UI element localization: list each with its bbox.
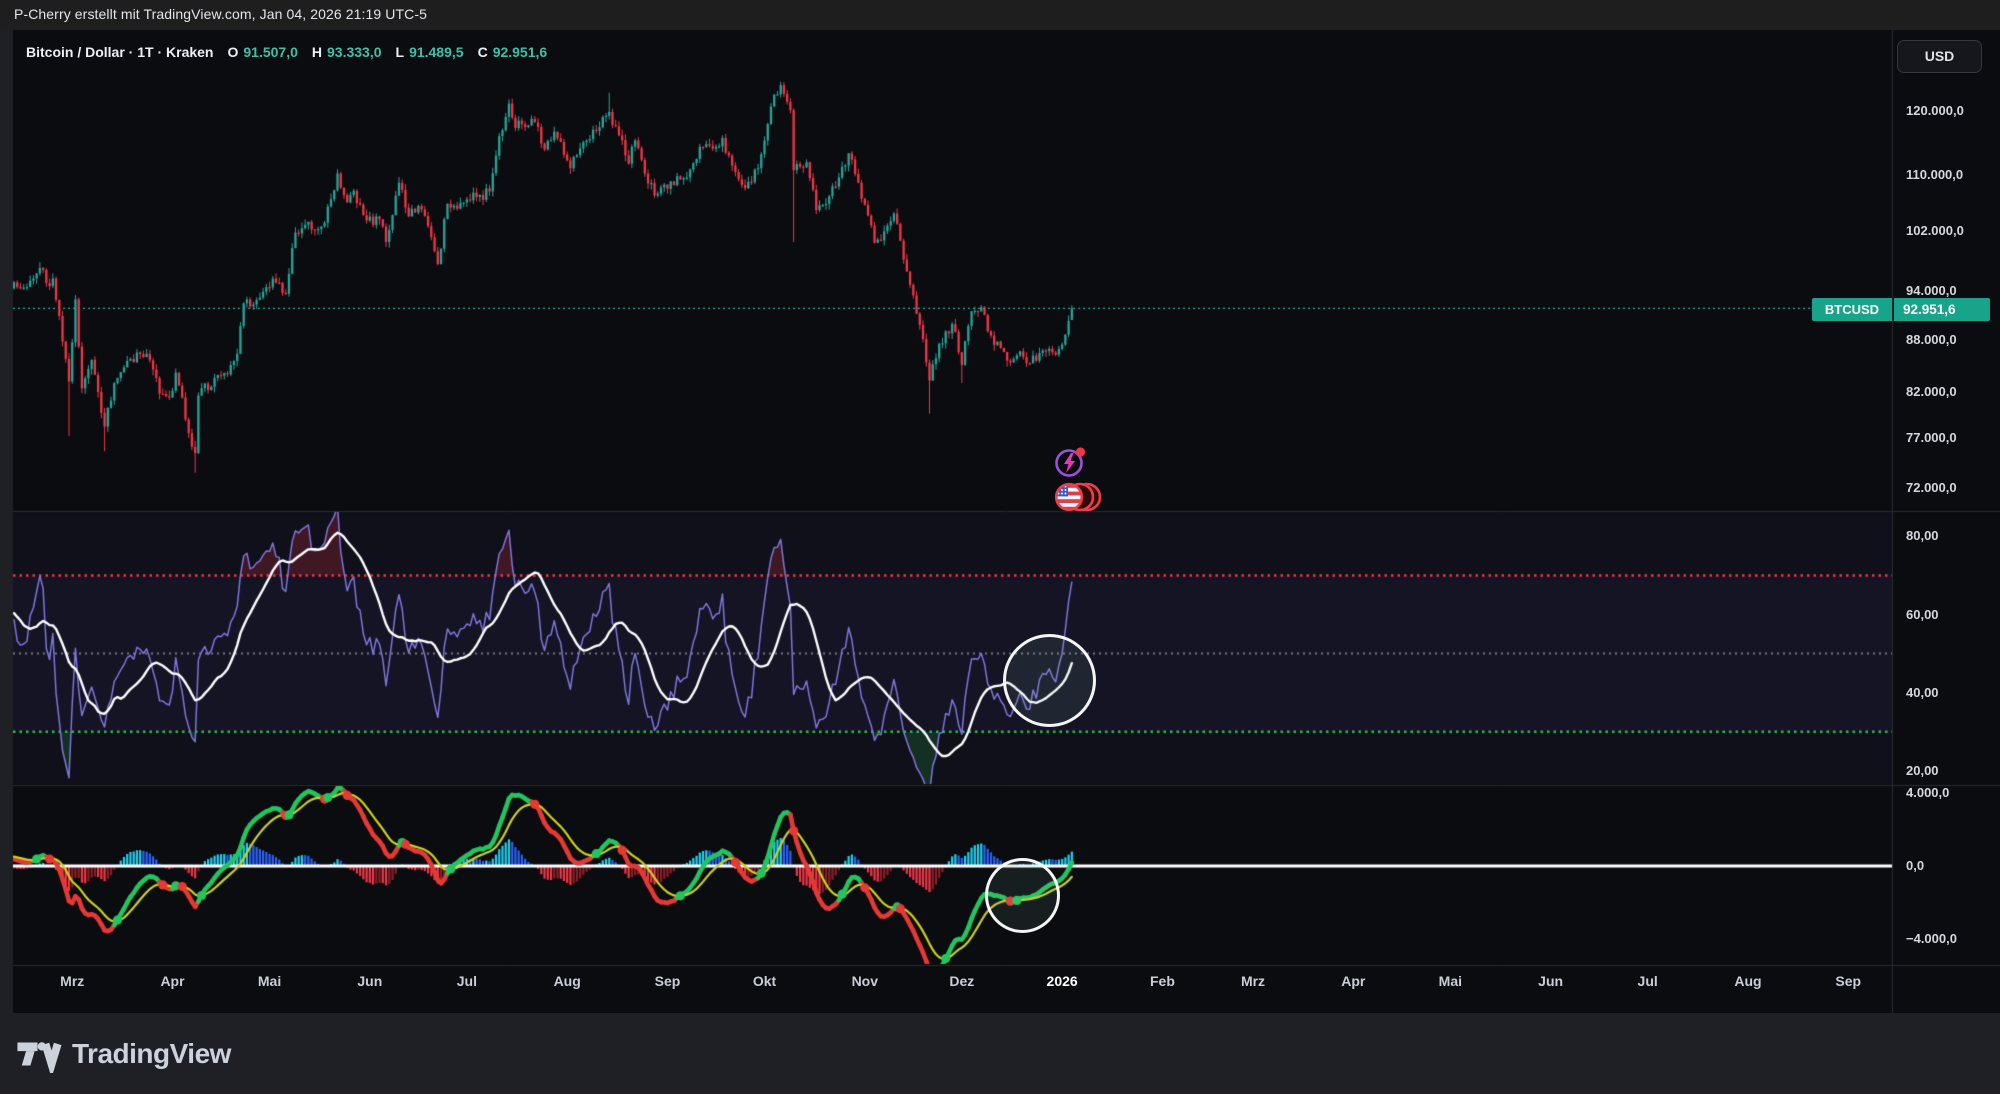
close-label: C	[477, 44, 488, 60]
price-tick: 72.000,0	[1906, 479, 1957, 495]
tradingview-logo-text: TradingView	[72, 1038, 231, 1069]
time-label-month: Apr	[160, 973, 185, 989]
time-label-month: Mai	[257, 973, 282, 989]
time-label-month: Aug	[1734, 973, 1762, 989]
price-axis[interactable]: USD 120.000,0 110.000,0 102.000,0 94.000,0 8…	[1893, 30, 2000, 1013]
rsi-tick: 40,00	[1906, 684, 1939, 700]
lightning-ring	[1055, 449, 1083, 477]
macd-tick: 4.000,0	[1906, 785, 1950, 800]
time-label-year: 2026	[1046, 973, 1078, 989]
low-value: 91.489,5	[409, 44, 464, 60]
symbol-title[interactable]: Bitcoin / Dollar · 1T · Kraken	[26, 44, 214, 60]
current-price-label-value: 92.951,6	[1894, 298, 1990, 321]
price-tick: 94.000,0	[1906, 283, 1957, 299]
macd-panel[interactable]	[13, 786, 1892, 965]
time-label-month: Feb	[1149, 973, 1175, 989]
price-tick: 110.000,0	[1906, 167, 1964, 183]
time-label-month: Jun	[357, 973, 383, 989]
coin-front-ring	[1054, 482, 1084, 512]
time-label-month: Aug	[553, 973, 581, 989]
macd-tick: 0,0	[1906, 858, 1925, 873]
macd-highlight-circle-annotation[interactable]	[985, 858, 1060, 933]
tradingview-logo[interactable]: TradingView	[16, 1035, 231, 1073]
ohlc-close: C 92.951,6	[478, 44, 548, 60]
ohlc-open: O 91.507,0	[227, 44, 297, 60]
lightning-event-icon[interactable]	[1052, 444, 1088, 480]
time-label-month: Jun	[1538, 973, 1564, 989]
time-label-month: Dez	[949, 973, 975, 989]
rsi-panel[interactable]	[13, 512, 1892, 785]
time-label-month: Sep	[654, 973, 681, 989]
main-price-panel[interactable]	[13, 31, 1892, 511]
footer-bar: TradingView	[0, 1013, 2000, 1094]
high-label: H	[311, 44, 322, 60]
price-tick: 102.000,0	[1906, 222, 1964, 238]
time-label-month: Mrz	[60, 973, 85, 989]
lightning-bolt	[1064, 453, 1075, 473]
rsi-highlight-circle-annotation[interactable]	[1003, 634, 1096, 727]
ohlc-low: L 91.489,5	[396, 44, 464, 60]
price-tick: 120.000,0	[1906, 102, 1964, 118]
snapshot-header: P-Cherry erstellt mit TradingView.com, J…	[0, 0, 2000, 30]
symbol-info-line: Bitcoin / Dollar · 1T · Kraken O 91.507,…	[26, 44, 547, 60]
price-tick: 82.000,0	[1906, 383, 1957, 399]
time-label-month: Nov	[851, 973, 879, 989]
current-price-label-symbol: BTCUSD	[1812, 298, 1892, 321]
price-tick: 88.000,0	[1906, 331, 1957, 347]
rsi-tick: 20,00	[1906, 762, 1939, 778]
price-tick: 77.000,0	[1906, 430, 1957, 446]
rsi-tick: 80,00	[1906, 528, 1939, 544]
time-axis[interactable]: Mrz Apr Mai Jun Jul Aug Sep Okt Nov Dez 2026 Feb Mrz…	[0, 966, 1892, 1013]
close-value: 92.951,6	[492, 44, 548, 60]
time-label-month: Apr	[1341, 973, 1366, 989]
time-label-month: Okt	[752, 973, 777, 989]
rsi-tick: 60,00	[1906, 606, 1939, 622]
currency-unit-button[interactable]: USD	[1897, 40, 1982, 73]
ohlc-high: H 93.333,0	[312, 44, 382, 60]
time-label-month: Mai	[1438, 973, 1462, 989]
notification-dot	[1075, 447, 1086, 457]
time-label-month: Mrz	[1240, 973, 1266, 989]
attribution-text: P-Cherry erstellt mit TradingView.com, J…	[14, 6, 427, 22]
macd-tick: −4.000,0	[1906, 931, 1957, 946]
high-value: 93.333,0	[327, 44, 382, 60]
us-flag-coins-event-icon[interactable]	[1050, 480, 1102, 514]
time-label-month: Jul	[1637, 973, 1658, 989]
time-label-month: Sep	[1835, 973, 1862, 989]
open-label: O	[227, 44, 239, 60]
open-value: 91.507,0	[243, 44, 298, 60]
low-label: L	[395, 44, 405, 60]
time-label-month: Jul	[456, 973, 478, 989]
tradingview-logo-icon	[17, 1042, 62, 1073]
